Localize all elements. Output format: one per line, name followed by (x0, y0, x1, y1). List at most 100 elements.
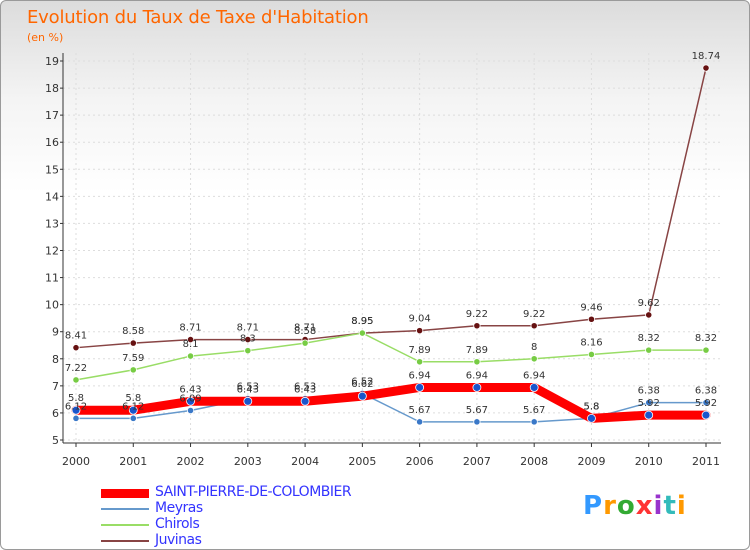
data-point (244, 335, 252, 344)
x-tick-label: 2008 (520, 455, 548, 468)
data-point (301, 339, 309, 347)
legend-label: SAINT-PIERRE-DE-COLOMBIER (155, 484, 352, 500)
y-tick-label: 6 (52, 407, 59, 420)
data-label: 5.67 (523, 405, 545, 416)
y-tick-label: 13 (45, 217, 59, 230)
series-line-saint-pierre-de-colombier (71, 382, 711, 423)
y-tick-label: 18 (45, 82, 59, 95)
data-point (71, 405, 81, 415)
data-point (702, 346, 710, 354)
data-point (530, 322, 538, 330)
data-label: 6.94 (466, 370, 488, 381)
data-point (416, 358, 424, 366)
data-label: 6.43 (179, 384, 201, 395)
data-labels-group: 8.41 8.58 8.71 8.71 8.718.95 9.04 9.22 9.229.46… (65, 51, 720, 416)
data-label: 6.62 (351, 379, 373, 390)
data-point (530, 355, 538, 363)
data-label: 8.1 (183, 339, 199, 350)
data-point (129, 339, 137, 347)
data-point (472, 383, 482, 392)
data-point (473, 418, 481, 426)
x-tick-label: 2007 (463, 455, 491, 468)
data-label: 5.67 (466, 405, 488, 416)
x-tick-label: 2000 (62, 455, 90, 468)
logo-letter: i (653, 491, 664, 521)
data-point (243, 396, 253, 406)
data-point (473, 358, 481, 366)
data-point (358, 329, 366, 337)
data-point (72, 414, 80, 422)
data-point (645, 346, 653, 354)
data-label: 6.12 (122, 401, 144, 412)
legend-label: Juvinas (155, 532, 202, 548)
series-line-chirols (75, 332, 707, 381)
data-label: 6.38 (695, 386, 717, 397)
x-tick-label: 2006 (406, 455, 434, 468)
data-label: 6.43 (237, 384, 259, 395)
data-label: 7.22 (65, 363, 87, 374)
proxiti-logo[interactable]: Proxiti (583, 491, 687, 521)
x-tick-label: 2009 (577, 455, 605, 468)
legend-swatch (101, 524, 149, 526)
x-tick-label: 2005 (348, 455, 376, 468)
y-tick-label: 11 (45, 272, 59, 285)
data-label: 8.16 (580, 337, 602, 348)
data-label: 6.12 (65, 401, 87, 412)
data-label: 7.89 (466, 345, 488, 356)
data-label: 8.32 (695, 333, 717, 344)
data-point (300, 396, 310, 406)
data-label: 5.92 (695, 398, 717, 409)
legend-swatch (101, 540, 149, 542)
x-tick-label: 2004 (291, 455, 319, 468)
data-label: 18.74 (692, 51, 721, 62)
data-point (587, 413, 596, 423)
data-point (244, 347, 252, 355)
chart-title: Evolution du Taux de Taxe d'Habitation (27, 7, 369, 28)
y-tick-label: 12 (45, 245, 59, 258)
data-label: 6.52 (351, 376, 373, 387)
data-label: 6.94 (409, 370, 431, 381)
series-line-juvinas (75, 67, 707, 349)
data-point (186, 396, 195, 406)
data-point (129, 366, 137, 374)
data-point (357, 391, 367, 401)
x-tick-label: 2001 (119, 455, 147, 468)
legend-swatch (101, 508, 149, 510)
data-label: 6.43 (294, 384, 316, 395)
y-tick-label: 17 (45, 109, 59, 122)
logo-letter: o (616, 491, 636, 521)
data-point (529, 383, 539, 392)
legend-label: Chirols (155, 516, 200, 532)
data-point (186, 352, 195, 360)
y-tick-label: 7 (52, 380, 59, 393)
data-point (72, 344, 80, 352)
data-label: 9.22 (523, 309, 545, 320)
data-point (587, 315, 596, 323)
data-label: 9.04 (409, 314, 431, 325)
x-tick-label: 2011 (692, 455, 720, 468)
data-label: 7.59 (122, 353, 144, 364)
logo-letter: i (676, 491, 687, 521)
data-label: 8.71 (237, 323, 259, 334)
data-label: 6.94 (523, 370, 545, 381)
y-tick-label: 19 (45, 55, 59, 68)
data-label: 8.41 (65, 331, 87, 342)
y-tick-label: 10 (45, 299, 59, 312)
data-label: 6.53 (294, 382, 316, 393)
data-label: 5.8 (125, 393, 141, 404)
data-label: 9.62 (638, 298, 660, 309)
x-tick-label: 2010 (635, 455, 663, 468)
data-point (128, 405, 138, 415)
data-label: 5.8 (584, 401, 600, 412)
data-point (186, 406, 195, 415)
data-label: 8.71 (294, 323, 316, 334)
data-label: 8.58 (294, 326, 316, 337)
y-tick-label: 14 (45, 190, 59, 203)
data-point (645, 399, 653, 407)
logo-letter: r (603, 491, 617, 521)
legend-label: Meyras (155, 500, 203, 516)
y-tick-label: 8 (52, 353, 59, 366)
logo-letter: P (583, 491, 604, 521)
y-tick-label: 5 (52, 434, 59, 447)
